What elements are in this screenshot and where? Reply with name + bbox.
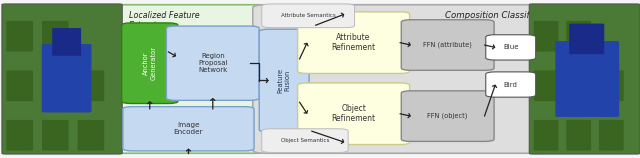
FancyBboxPatch shape	[401, 91, 494, 141]
FancyBboxPatch shape	[2, 4, 122, 154]
FancyBboxPatch shape	[298, 12, 410, 73]
FancyBboxPatch shape	[42, 21, 68, 52]
FancyBboxPatch shape	[262, 4, 355, 28]
Text: Feature
Fusion: Feature Fusion	[278, 68, 291, 93]
FancyBboxPatch shape	[566, 21, 591, 52]
FancyBboxPatch shape	[166, 26, 259, 100]
FancyBboxPatch shape	[486, 35, 536, 60]
Text: Bird: Bird	[504, 82, 518, 88]
FancyBboxPatch shape	[298, 83, 410, 145]
FancyBboxPatch shape	[599, 70, 623, 101]
Text: FFN (object): FFN (object)	[428, 113, 468, 119]
FancyBboxPatch shape	[599, 120, 623, 151]
FancyBboxPatch shape	[77, 70, 104, 101]
Text: Anchor
Generator: Anchor Generator	[143, 46, 156, 80]
FancyBboxPatch shape	[486, 72, 536, 97]
FancyBboxPatch shape	[401, 20, 494, 70]
Text: Attribute
Refinement: Attribute Refinement	[332, 33, 376, 52]
FancyBboxPatch shape	[566, 120, 591, 151]
FancyBboxPatch shape	[556, 41, 619, 117]
FancyBboxPatch shape	[123, 107, 254, 151]
FancyBboxPatch shape	[253, 5, 557, 153]
FancyBboxPatch shape	[259, 29, 309, 132]
Text: Object
Refinement: Object Refinement	[332, 104, 376, 123]
FancyBboxPatch shape	[6, 70, 33, 101]
FancyBboxPatch shape	[42, 44, 92, 112]
FancyBboxPatch shape	[6, 120, 33, 151]
Text: Blue: Blue	[503, 44, 518, 50]
FancyBboxPatch shape	[566, 70, 591, 101]
FancyBboxPatch shape	[122, 23, 178, 103]
Text: Image
Encoder: Image Encoder	[173, 122, 204, 135]
FancyBboxPatch shape	[534, 120, 559, 151]
FancyBboxPatch shape	[534, 21, 559, 52]
FancyBboxPatch shape	[262, 129, 348, 152]
FancyBboxPatch shape	[529, 4, 640, 154]
FancyBboxPatch shape	[534, 70, 559, 101]
FancyBboxPatch shape	[52, 28, 81, 56]
Text: Region
Proposal
Network: Region Proposal Network	[198, 53, 228, 73]
FancyBboxPatch shape	[77, 120, 104, 151]
Text: Composition Classifier: Composition Classifier	[445, 11, 541, 20]
FancyBboxPatch shape	[112, 5, 269, 153]
Text: Attribute Semantics: Attribute Semantics	[281, 13, 335, 18]
Text: FFN (attribute): FFN (attribute)	[423, 42, 472, 48]
FancyBboxPatch shape	[42, 120, 68, 151]
FancyBboxPatch shape	[6, 21, 33, 52]
Text: Object Semantics: Object Semantics	[281, 138, 329, 143]
FancyBboxPatch shape	[42, 70, 68, 101]
FancyBboxPatch shape	[569, 24, 604, 54]
Text: Localized Feature
Extractor: Localized Feature Extractor	[129, 11, 199, 30]
